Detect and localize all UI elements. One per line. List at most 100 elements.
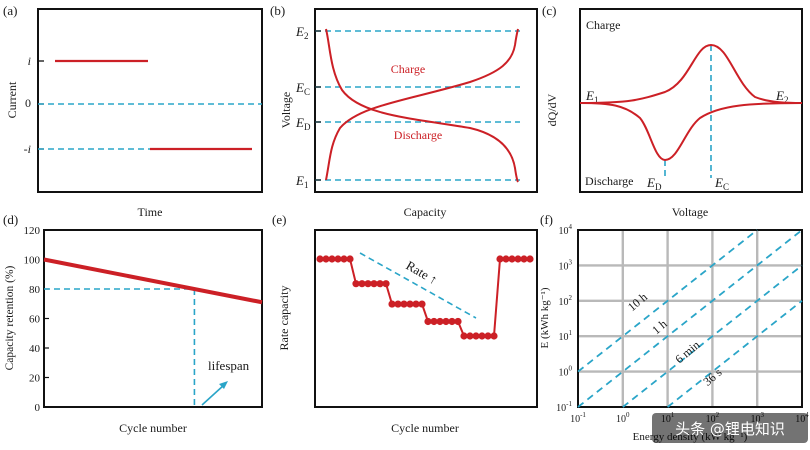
panel-f-line-1-h	[577, 229, 803, 408]
panel-b-discharge-curve	[325, 28, 519, 183]
panel-f-xtick-label: 100	[616, 411, 630, 425]
panel-d-ylabel: Capacity retention (%)	[4, 265, 16, 370]
panel-a-ytick-minus-i: -i	[24, 142, 31, 156]
panel-d-ytick-label-60: 60	[29, 314, 41, 326]
panel-b-ytick-ec: EC	[295, 80, 310, 97]
panel-c-frame	[579, 8, 803, 193]
panel-b-frame	[314, 8, 538, 193]
panel-e: (e) Cycle number Rate capacity Rate ↑	[272, 212, 538, 435]
panel-b-discharge-label: Discharge	[394, 128, 442, 142]
panel-e-point	[346, 255, 354, 263]
panel-e-point	[424, 317, 432, 326]
panel-e-point	[370, 280, 378, 288]
panel-a-xlabel: Time	[138, 205, 163, 219]
panel-c: (c) Voltage dQ/dV Charge Discharge E1 E2…	[542, 3, 803, 219]
panel-e-point	[388, 300, 396, 308]
panel-e-frame	[314, 229, 538, 408]
panel-d-frame	[43, 229, 263, 408]
panel-e-point	[502, 255, 510, 263]
panel-b-ytick-e1: E1	[295, 173, 308, 190]
panel-e-xlabel: Cycle number	[391, 421, 459, 435]
panel-e-point	[484, 332, 492, 340]
panel-d-label: (d)	[3, 212, 18, 227]
panel-e-point	[436, 317, 444, 326]
panel-f-ytick-label: 101	[559, 329, 573, 343]
panel-f-ytick-label: 102	[559, 294, 573, 308]
panel-d-ytick-label-40: 40	[29, 343, 41, 355]
panel-d-retention-line	[43, 257, 263, 305]
panel-e-point	[520, 255, 528, 263]
panel-c-ylabel: dQ/dV	[545, 93, 559, 126]
panel-b-xlabel: Capacity	[404, 205, 447, 219]
panel-f-ytick-label: 10-1	[556, 400, 572, 414]
panel-d-ytick-label-20: 20	[29, 373, 41, 385]
panel-e-point	[478, 332, 486, 340]
panel-e-point	[466, 332, 474, 340]
panel-c-xlabel: Voltage	[672, 205, 708, 219]
panel-f-line-36-s	[667, 300, 803, 408]
panel-d-lifespan-arrowhead	[219, 381, 228, 389]
panel-f-label-10h: 10 h	[625, 290, 650, 314]
panel-e-point	[448, 317, 456, 326]
panel-f-ylabel: E (kWh kg⁻¹)	[539, 287, 551, 348]
panel-b-ytick-e2: E2	[295, 24, 308, 41]
panel-d-lifespan-arrow	[201, 384, 225, 406]
panel-e-point	[454, 317, 462, 326]
panel-a-ytick-zero: 0	[25, 96, 31, 110]
panel-e-point	[460, 332, 468, 340]
panel-b-charge-label: Charge	[391, 62, 425, 76]
watermark: 头条 @锂电知识	[652, 413, 808, 443]
panel-e-point	[382, 280, 390, 288]
panel-f-ytick-label: 104	[559, 223, 573, 237]
panel-e-point	[490, 332, 498, 340]
panel-e-point	[400, 300, 408, 308]
panel-e-point	[514, 255, 522, 263]
panel-f-ytick-label: 100	[559, 365, 573, 379]
panel-d-xlabel: Cycle number	[119, 421, 187, 435]
panel-d-ytick-label-100: 100	[24, 255, 41, 267]
panel-f-frame	[577, 229, 803, 408]
panel-e-point	[472, 332, 480, 340]
panel-e-rate-guide	[359, 252, 477, 319]
watermark-background	[652, 413, 808, 443]
panel-d-ytick-label-80: 80	[29, 284, 41, 296]
panel-e-point	[406, 300, 414, 308]
panel-f-ytick-label: 103	[559, 258, 573, 272]
panel-e-point	[508, 255, 516, 263]
panel-c-charge-curve	[579, 43, 803, 104]
panel-b-ytick-ed: ED	[295, 115, 311, 132]
panel-f-label: (f)	[540, 212, 553, 227]
panel-e-point	[442, 317, 450, 326]
panel-e-label: (e)	[272, 212, 286, 227]
panel-a: (a) Time Current i 0 -i	[3, 3, 263, 219]
panel-e-point	[316, 255, 324, 263]
panel-a-label: (a)	[3, 3, 17, 18]
panel-e-point	[340, 255, 348, 263]
panel-e-point	[430, 317, 438, 326]
panel-c-label: (c)	[542, 3, 556, 18]
panel-b-charge-curve	[325, 28, 519, 181]
panel-e-point	[526, 255, 534, 263]
panel-b-ylabel: Voltage	[279, 92, 293, 128]
panel-f: (f) 10-110-11001001011011021021031031041…	[539, 212, 809, 443]
panel-f-label-36s: 36 s	[700, 365, 724, 389]
panel-f-lines	[577, 229, 803, 408]
panel-e-point	[364, 280, 372, 288]
panel-e-point	[376, 280, 384, 288]
panel-a-ylabel: Current	[5, 81, 19, 118]
panel-f-line-10-h	[577, 229, 758, 373]
panel-c-discharge-curve	[579, 102, 803, 162]
panel-f-grid	[578, 230, 802, 407]
panel-d: (d) Cycle number Capacity retention (%) …	[3, 212, 263, 435]
panel-e-point	[412, 300, 420, 308]
panel-e-point	[394, 300, 402, 308]
panel-f-line-6-min	[622, 264, 803, 408]
panel-d-ytick-label-0: 0	[35, 402, 41, 414]
panel-b: (b) Capacity Voltage E2 EC ED E1 Charge …	[270, 3, 538, 219]
panel-d-ytick-label-120: 120	[24, 225, 41, 237]
panel-f-xtick-label: 10-1	[570, 411, 586, 425]
panel-e-point	[496, 255, 504, 263]
panel-d-yaxis: 0 20 40 60 80 100 120	[24, 225, 49, 414]
panel-e-point	[328, 255, 336, 263]
